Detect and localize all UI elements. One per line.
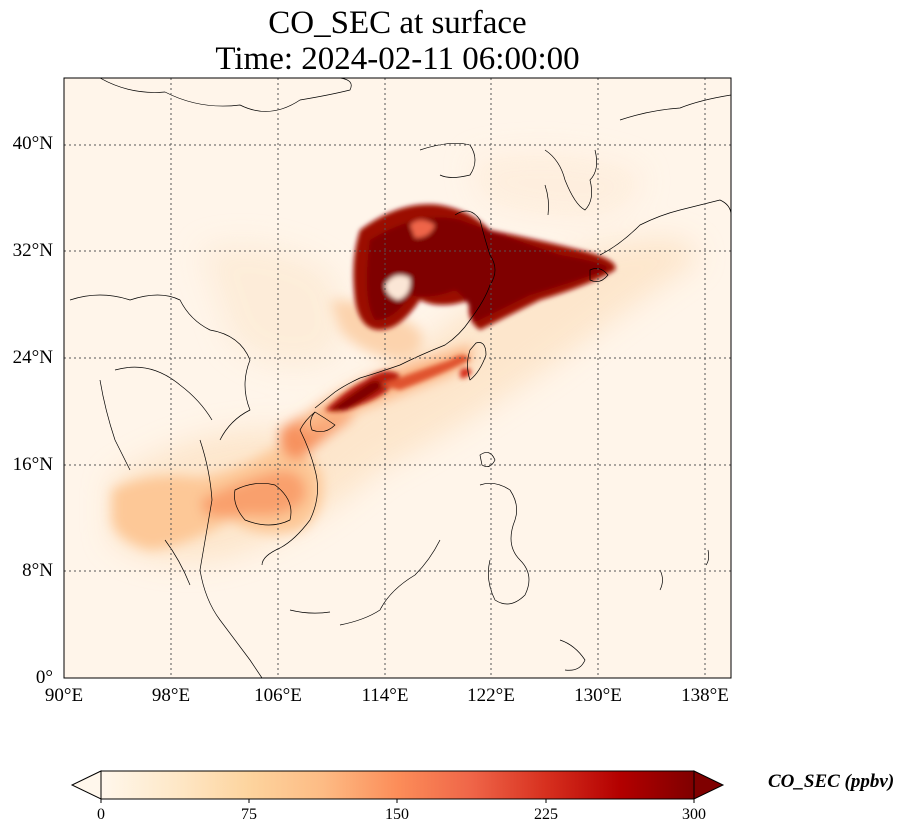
lon-label-106e: 106°E [254,685,302,706]
concentration-field [69,78,731,678]
lat-label-40n: 40°N [12,133,53,154]
lon-label-90e: 90°E [44,685,84,706]
map-title: CO_SEC at surface [268,5,527,41]
lon-label-138e: 138°E [681,685,729,706]
lon-label-122e: 122°E [467,685,515,706]
colorbar-extend-max [693,770,725,800]
map-subtitle-time: Time: 2024-02-11 06:00:00 [215,41,580,77]
lon-label-114e: 114°E [361,685,409,706]
colorbar-tick-0: 0 [97,806,105,823]
lat-label-32n: 32°N [12,240,53,261]
lat-label-24n: 24°N [12,347,53,368]
coastlines [69,78,731,678]
colorbar-extend-min [70,770,102,800]
colorbar-tick-150: 150 [385,806,409,823]
gridlines [64,78,731,678]
colorbar-gradient [101,771,694,799]
colorbar-tick-300: 300 [682,806,706,823]
colorbar-title: CO_SEC (ppbv) [768,771,895,792]
lat-label-16n: 16°N [12,454,53,475]
colorbar-tick-225: 225 [534,806,558,823]
colorbar [70,770,725,803]
lat-label-0: 0° [35,667,53,688]
lon-label-130e: 130°E [574,685,622,706]
lat-label-8n: 8°N [22,560,53,581]
lon-label-98e: 98°E [151,685,191,706]
map-frame [63,77,732,679]
colorbar-tick-75: 75 [241,806,257,823]
